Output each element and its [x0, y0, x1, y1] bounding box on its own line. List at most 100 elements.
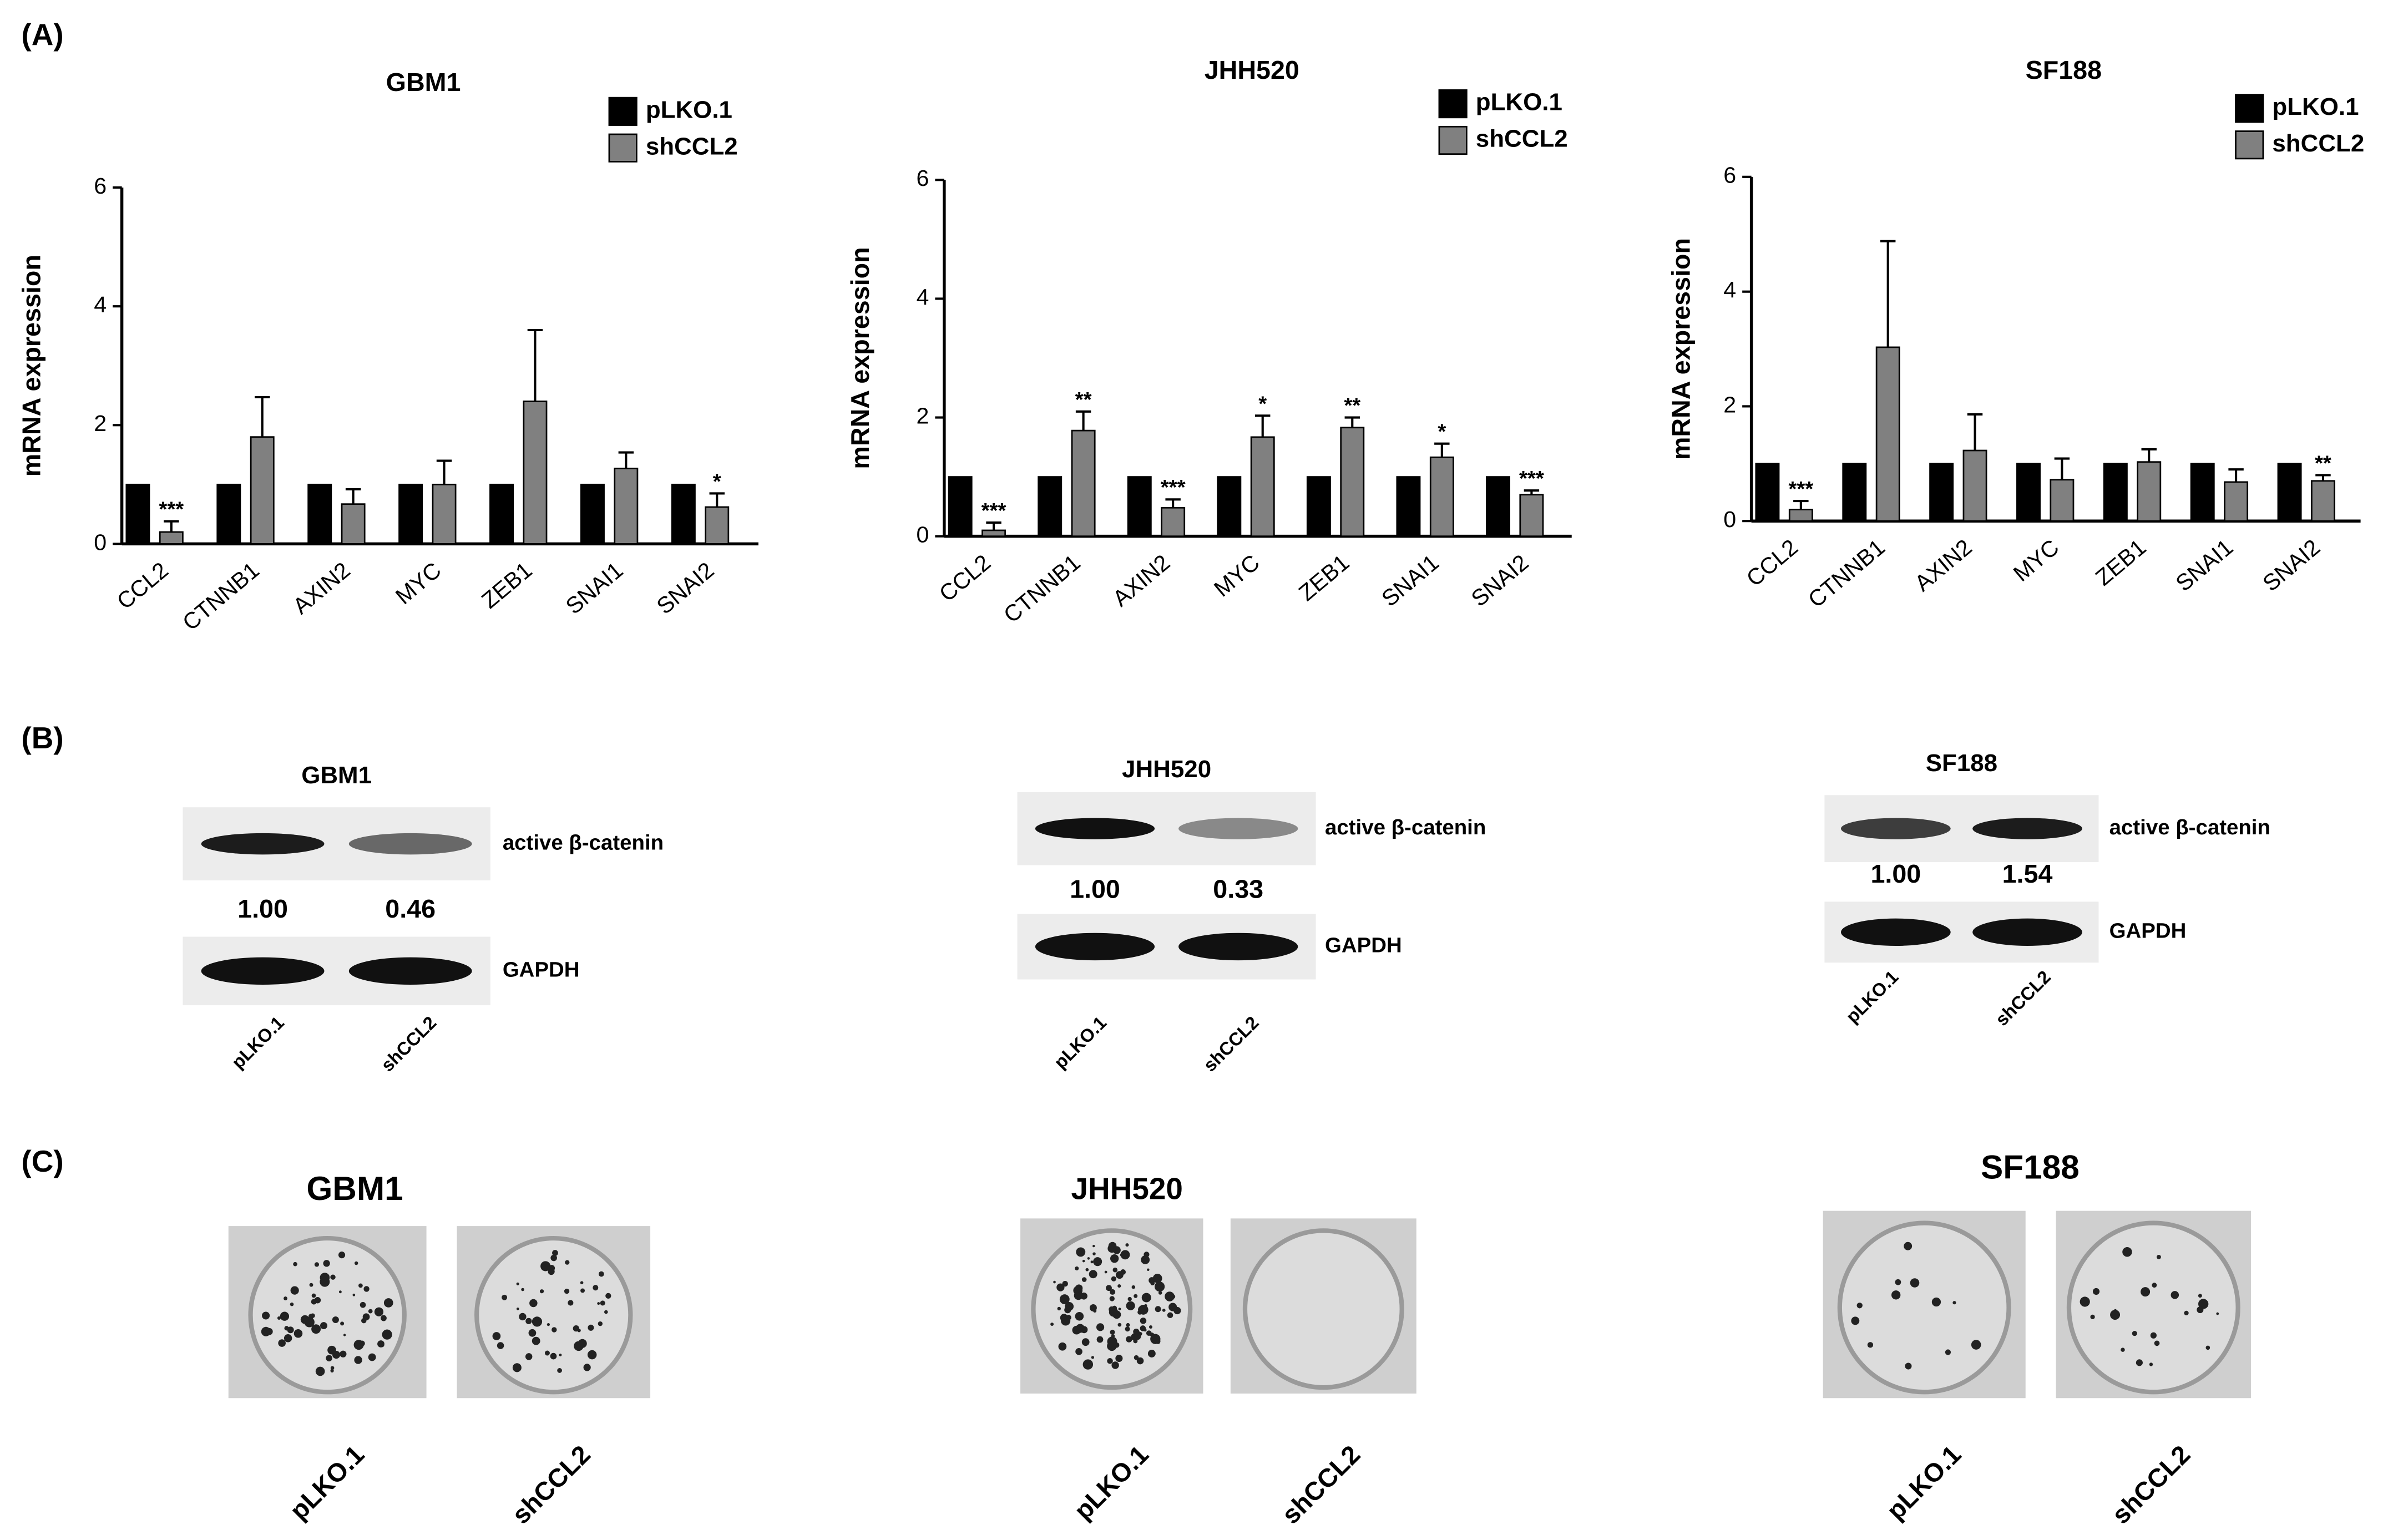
- bar: [523, 401, 548, 545]
- colony: [1081, 1250, 1086, 1254]
- colony: [1895, 1279, 1901, 1285]
- bar: [1161, 506, 1186, 538]
- colony: [1110, 1329, 1115, 1335]
- lane-label: shCCL2: [1276, 1440, 1365, 1529]
- colony: [1154, 1281, 1165, 1292]
- significance: **: [1344, 393, 1360, 417]
- error-bar: [1075, 410, 1091, 431]
- error-bar: [436, 459, 452, 485]
- error-bar: [1793, 499, 1809, 510]
- lane-label: shCCL2: [1200, 1012, 1263, 1075]
- colony: [2114, 1309, 2117, 1312]
- colony: [2171, 1291, 2179, 1299]
- band-quantity: 1.54: [2002, 859, 2053, 888]
- colony: [330, 1274, 336, 1280]
- colony: [2080, 1296, 2090, 1307]
- loading-label: GAPDH: [503, 958, 580, 981]
- colony: [1093, 1257, 1102, 1267]
- colony: [525, 1318, 532, 1325]
- bar: [398, 483, 423, 545]
- y-tick-label: 0: [1723, 506, 1736, 532]
- colony: [1952, 1301, 1956, 1305]
- colony: [1171, 1294, 1176, 1299]
- colony: [1110, 1254, 1119, 1263]
- colony: [574, 1341, 584, 1351]
- colony: [1107, 1358, 1113, 1364]
- bar: [1788, 509, 1813, 522]
- colony: [1136, 1357, 1144, 1365]
- bar: [125, 483, 150, 545]
- colony: [309, 1283, 313, 1287]
- well: [1242, 1228, 1404, 1390]
- colony: [528, 1329, 537, 1337]
- lane-label: pLKO.1: [1881, 1440, 1966, 1525]
- lane-label: pLKO.1: [284, 1440, 370, 1525]
- legend-label: shCCL2: [646, 133, 738, 160]
- colony: [327, 1345, 336, 1355]
- colony: [1155, 1306, 1161, 1313]
- colony: [1107, 1341, 1117, 1351]
- colony: [1931, 1297, 1941, 1307]
- blot-title: SF188: [1926, 749, 1997, 777]
- significance: **: [1075, 388, 1092, 412]
- lane-label: shCCL2: [507, 1440, 596, 1529]
- x-tick-label: MYC: [1209, 550, 1264, 602]
- colony: [323, 1260, 330, 1267]
- colony: [540, 1261, 551, 1271]
- y-tick-label: 4: [94, 292, 107, 317]
- colony: [564, 1288, 570, 1294]
- y-tick-label: 2: [1723, 392, 1736, 417]
- well: [248, 1235, 407, 1395]
- colony: [1856, 1303, 1863, 1309]
- colony: [290, 1286, 299, 1295]
- colony: [2197, 1306, 2204, 1314]
- colony: [1167, 1312, 1173, 1319]
- y-axis-label: mRNA expression: [17, 255, 46, 477]
- colony: [1111, 1276, 1116, 1281]
- blot-band: [1972, 818, 2082, 839]
- colony: [1115, 1354, 1123, 1362]
- bar: [1429, 456, 1454, 538]
- colony: [1082, 1359, 1094, 1370]
- error-bar: [527, 328, 543, 402]
- colony: [363, 1286, 370, 1292]
- blot-title: JHH520: [1122, 756, 1211, 783]
- x-tick-label: MYC: [391, 557, 446, 609]
- colony: [1062, 1280, 1068, 1287]
- colony: [492, 1332, 501, 1340]
- colony-title: JHH520: [1071, 1171, 1183, 1205]
- bar: [1071, 429, 1096, 538]
- significance: *: [1438, 420, 1446, 444]
- well: [474, 1235, 633, 1395]
- band-quantity: 0.46: [385, 894, 436, 923]
- colony: [1104, 1270, 1107, 1274]
- colony: [293, 1262, 297, 1267]
- colony: [597, 1302, 600, 1305]
- colony: [557, 1368, 562, 1373]
- colony: [1075, 1266, 1079, 1271]
- colony: [1092, 1244, 1095, 1248]
- colony: [1117, 1323, 1122, 1327]
- colony: [1112, 1310, 1121, 1319]
- colony: [577, 1329, 581, 1333]
- legend-swatch: [2235, 130, 2264, 160]
- colony: [1110, 1289, 1116, 1295]
- colony: [2184, 1310, 2189, 1316]
- blot-band: [1972, 918, 2082, 946]
- colony: [1149, 1325, 1153, 1329]
- colony: [1152, 1274, 1162, 1283]
- y-tick-label: 0: [916, 522, 929, 548]
- error-bar: [2228, 468, 2244, 482]
- colony: [2141, 1287, 2151, 1297]
- colony: [1910, 1278, 1920, 1288]
- colony: [358, 1283, 363, 1288]
- colony: [532, 1336, 540, 1345]
- legend-label: pLKO.1: [646, 96, 732, 123]
- blot-band: [1841, 918, 1951, 946]
- loading-label: GAPDH: [1325, 934, 1402, 958]
- colony: [2198, 1294, 2202, 1298]
- colony: [1057, 1306, 1061, 1311]
- colony: [311, 1324, 321, 1334]
- error-bar: [1880, 240, 1896, 347]
- colony: [287, 1326, 294, 1334]
